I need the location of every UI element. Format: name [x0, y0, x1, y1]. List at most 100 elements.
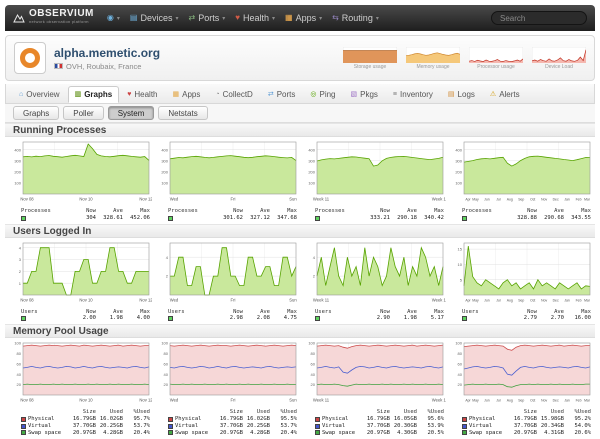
subtab-system[interactable]: System	[107, 106, 155, 120]
chart-memory-pool-usage-year[interactable]: 20 40 60 80 100 Apr May Jun Jul Aug Sep Oct Nov Dec Ja…	[449, 340, 593, 436]
nav-menu-routing[interactable]: ⇆ Routing ▾	[332, 13, 379, 23]
health-icon: ♥	[127, 91, 132, 98]
legend-header: Processes Now Ave Max	[315, 208, 444, 214]
svg-text:2: 2	[313, 273, 316, 278]
svg-text:Week 11: Week 11	[313, 197, 330, 202]
chart-running-processes-week[interactable]: 100 200 300 400 Wed Fri Sun Processes Now Ave Max …	[155, 139, 299, 222]
observium-logo[interactable]: OBSERVIUM network observation platform	[13, 9, 94, 26]
nav-menu-health[interactable]: ♥ Health ▾	[235, 13, 275, 23]
tab-alerts[interactable]: ⚠ Alerts	[489, 90, 520, 99]
section-title: Users Logged In	[5, 223, 595, 238]
nav-menu-devices[interactable]: ▤ Devices ▾	[129, 13, 179, 23]
svg-text:Fri: Fri	[231, 197, 236, 202]
svg-text:Apr: Apr	[465, 298, 471, 302]
svg-text:400: 400	[455, 147, 462, 152]
svg-text:2: 2	[19, 269, 22, 274]
chart-memory-pool-usage-day[interactable]: 20 40 60 80 100 Nov 08 Nov 10 Nov 12 Size Used %Us…	[8, 340, 153, 436]
svg-text:100: 100	[14, 181, 21, 186]
svg-text:Sun: Sun	[289, 197, 297, 202]
svg-text:Week 13: Week 13	[432, 297, 446, 302]
chart-users-logged-in-year[interactable]: 5 10 15 Apr May Jun Jul Aug Sep Oct Nov Dec Jan Feb Ma…	[449, 240, 593, 323]
legend-swatch-icon	[315, 215, 320, 221]
svg-text:Sun: Sun	[289, 297, 297, 302]
svg-text:100: 100	[308, 181, 315, 186]
svg-text:Sep: Sep	[518, 298, 524, 302]
svg-text:20: 20	[17, 382, 22, 387]
legend-row: Swap space 20.97GB 4.30GB 20.5%	[315, 430, 444, 437]
minigraph-device-load[interactable]: Device Load	[532, 46, 586, 70]
minigraph-processor-usage[interactable]: Processor usage	[469, 46, 523, 70]
svg-text:100: 100	[455, 181, 462, 186]
legend-header: Size Used %Used	[376, 409, 444, 416]
minigraph-storage-usage[interactable]: Storage usage	[343, 46, 397, 70]
svg-text:40: 40	[164, 372, 169, 377]
section-title: Running Processes	[5, 123, 595, 137]
tab-logs[interactable]: ▤ Logs	[447, 90, 475, 99]
svg-text:80: 80	[458, 351, 463, 356]
svg-text:40: 40	[458, 372, 463, 377]
tab-collectd[interactable]: ◔ CollectD	[215, 90, 253, 99]
subtab-graphs[interactable]: Graphs	[13, 106, 60, 120]
tab-ports[interactable]: ⇄ Ports	[267, 90, 296, 99]
subtab-poller[interactable]: Poller	[63, 106, 104, 120]
svg-text:60: 60	[17, 362, 22, 367]
caret-down-icon: ▾	[375, 15, 379, 22]
svg-text:Week 11: Week 11	[313, 297, 330, 302]
svg-text:Nov: Nov	[541, 198, 547, 202]
legend-row: 304 328.61 452.06	[21, 215, 150, 222]
tab-apps[interactable]: ▦ Apps	[172, 90, 201, 99]
svg-text:Nov 08: Nov 08	[20, 197, 34, 202]
tab-ping[interactable]: ◎ Ping	[310, 90, 336, 99]
device-tabbar: ⌂ Overview ▥ Graphs ♥ Health ▦ Apps ◔ Co…	[5, 84, 595, 104]
graph-plot: 2 4 Week 11 Week 13	[313, 242, 449, 302]
chart-users-logged-in-week[interactable]: 2 4 Wed Fri Sun Users Now Ave Max 2.98 2.08 4.75	[155, 240, 299, 323]
tab-graphs[interactable]: ▥ Graphs	[67, 86, 120, 103]
tab-overview[interactable]: ⌂ Overview	[19, 90, 60, 99]
svg-text:Week 13: Week 13	[432, 197, 446, 202]
svg-text:80: 80	[164, 351, 169, 356]
ping-icon: ◎	[310, 91, 317, 98]
svg-text:Dec: Dec	[553, 399, 559, 403]
apps-icon: ▦	[285, 13, 293, 22]
legend-header: Size Used %Used	[523, 409, 591, 416]
tab-pkgs[interactable]: ▧ Pkgs	[350, 90, 378, 99]
svg-text:100: 100	[455, 341, 462, 346]
device-os-icon[interactable]	[14, 42, 46, 74]
subtab-netstats[interactable]: Netstats	[158, 106, 208, 120]
svg-text:60: 60	[164, 362, 169, 367]
inventory-icon: ≡	[392, 91, 398, 98]
svg-text:Nov: Nov	[541, 298, 547, 302]
tab-inventory[interactable]: ≡ Inventory	[392, 90, 433, 99]
minigraph-label: Device Load	[545, 63, 573, 70]
graph-plot: 2 4 Wed Fri Sun	[166, 242, 297, 302]
charts-row: 1 2 3 4 Nov 08 Nov 10 Nov 12 Users Now Ave Max 2.0…	[5, 238, 595, 325]
chart-memory-pool-usage-week[interactable]: 20 40 60 80 100 Wed Fri Sun Size Used %Used Physic…	[155, 340, 299, 436]
device-hostname[interactable]: alpha.memetic.org	[54, 45, 161, 60]
tab-health[interactable]: ♥ Health	[127, 90, 158, 99]
svg-text:200: 200	[455, 169, 462, 174]
graph-plot: 100 200 300 400 Week 11 Week 13	[308, 141, 449, 202]
svg-text:400: 400	[14, 147, 21, 152]
legend-row: Virtual 37.70GB 20.34GB 54.0%	[462, 423, 591, 430]
svg-text:Sep: Sep	[518, 198, 524, 202]
svg-text:Nov 12: Nov 12	[139, 398, 152, 403]
minigraph-plot	[469, 46, 523, 63]
chart-running-processes-month[interactable]: 100 200 300 400 Week 11 Week 13 ProcessesNowAv…	[302, 139, 449, 222]
svg-text:Mar: Mar	[584, 298, 591, 302]
chart-users-logged-in-day[interactable]: 1 2 3 4 Nov 08 Nov 10 Nov 12 Users Now Ave Max 2.0…	[8, 240, 153, 323]
caret-down-icon: ▾	[319, 15, 323, 22]
legend-row: 2.79 2.70 16.00	[462, 315, 591, 322]
minigraph-memory-usage[interactable]: Memory usage	[406, 46, 460, 70]
nav-menu-apps[interactable]: ▦ Apps ▾	[285, 13, 323, 23]
chart-running-processes-day[interactable]: 100 200 300 400 Nov 08 Nov 10 Nov 12 Processes N…	[8, 139, 153, 222]
logs-icon: ▤	[447, 91, 455, 98]
search-input[interactable]	[491, 11, 587, 25]
nav-menu-ports[interactable]: ⇄ Ports ▾	[188, 13, 226, 23]
svg-text:Oct: Oct	[530, 298, 535, 302]
legend-header: Processes Now Ave Max	[21, 208, 150, 214]
svg-text:Jan: Jan	[564, 198, 570, 202]
nav-globe-menu[interactable]: ◉ ▾	[107, 14, 120, 22]
chart-running-processes-year[interactable]: 100 200 300 400 Apr May Jun Jul Aug Sep Oct Nov Dec J…	[449, 139, 593, 222]
